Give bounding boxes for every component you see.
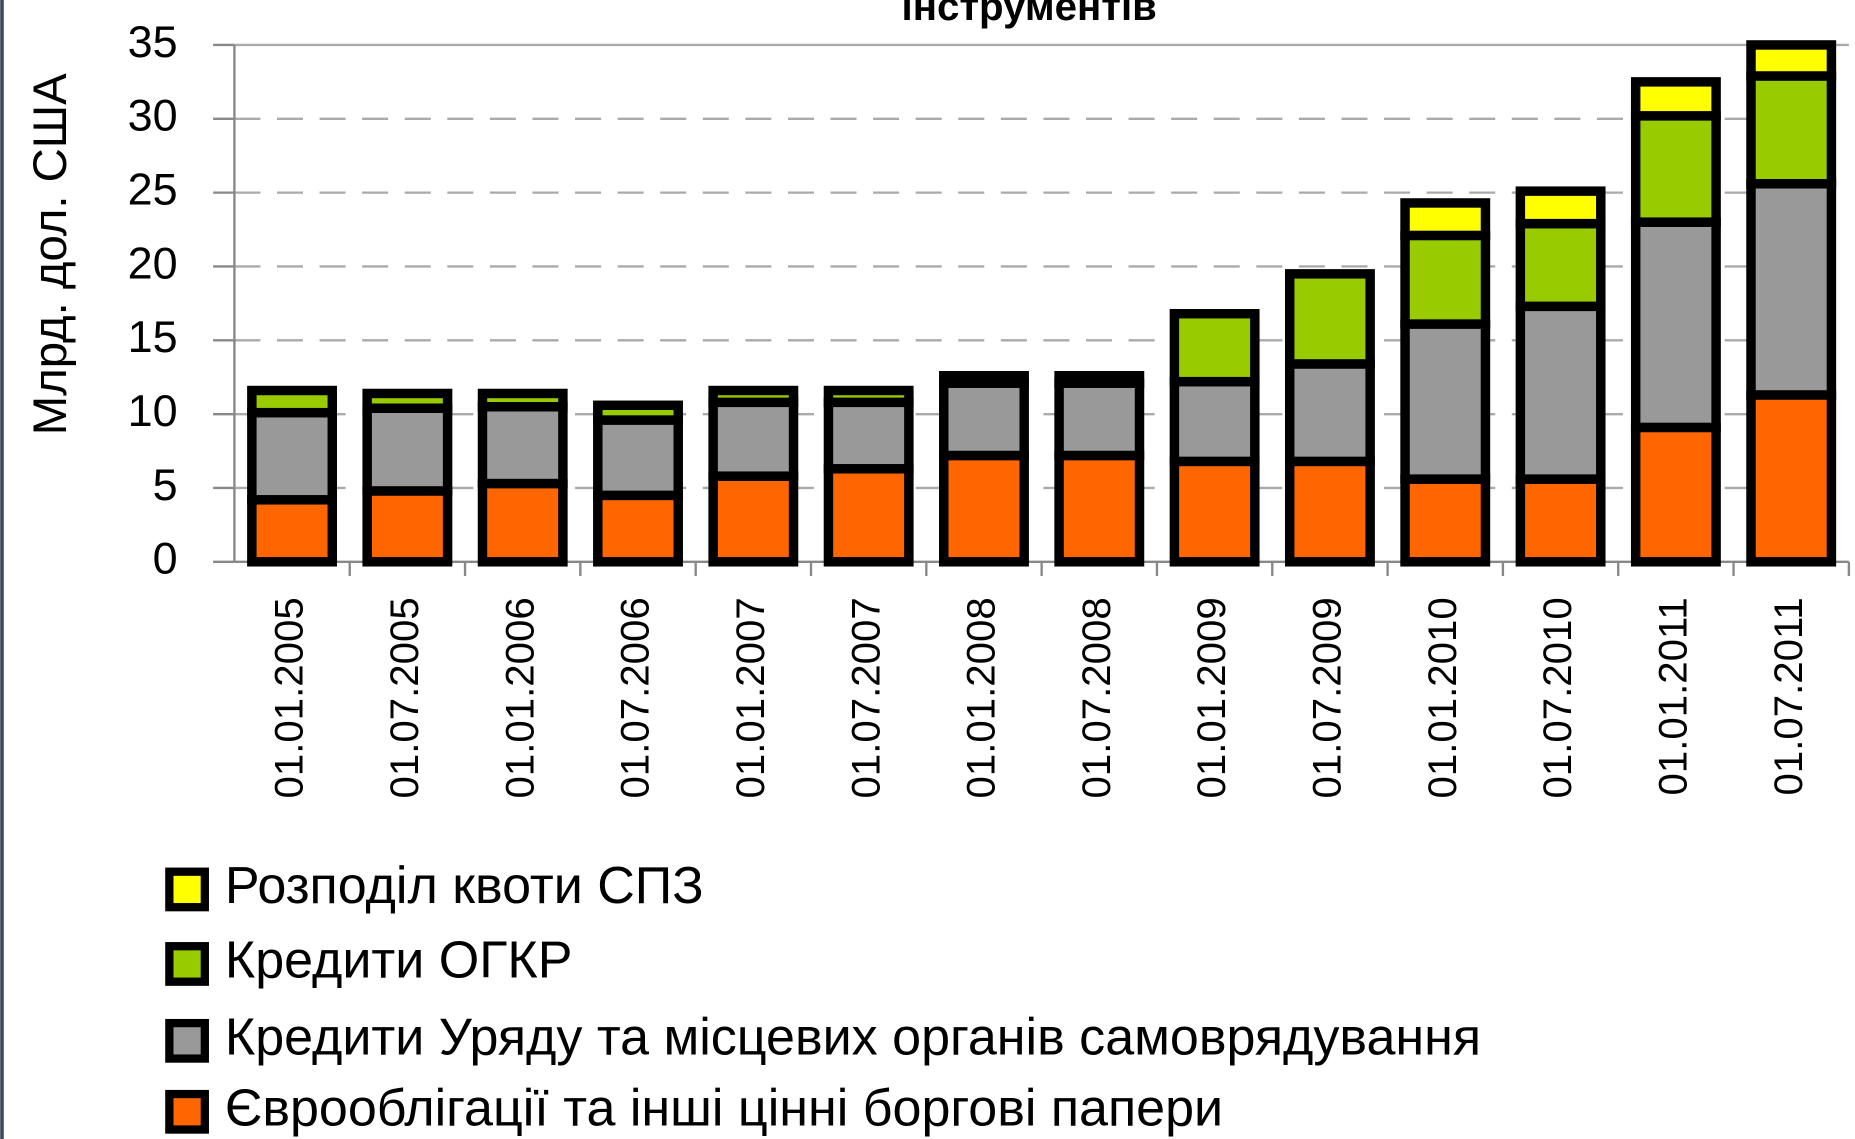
chart-title: інструментів xyxy=(902,0,1157,29)
bar-segment xyxy=(362,403,453,496)
y-tick-label: 0 xyxy=(153,533,178,584)
bar-segment xyxy=(939,378,1029,461)
x-tick-label: 01.07.2009 xyxy=(1305,597,1350,798)
bar-segment xyxy=(1630,217,1721,433)
x-tick-label: 01.07.2008 xyxy=(1074,597,1119,798)
x-tick-label: 01.01.2010 xyxy=(1420,597,1465,798)
bar-segment xyxy=(1284,359,1375,467)
bar-segment xyxy=(1400,474,1491,567)
bar-segment xyxy=(1515,186,1606,229)
y-tick-label: 20 xyxy=(128,237,178,288)
bar-segment xyxy=(1400,230,1491,329)
x-tick-label: 01.07.2011 xyxy=(1766,597,1811,795)
x-tick-label: 01.01.2008 xyxy=(959,597,1004,798)
bar-segment xyxy=(1169,308,1260,387)
bar-segment xyxy=(593,490,683,567)
bar-segment xyxy=(477,388,568,412)
x-tick-label: 01.01.2011 xyxy=(1651,597,1696,795)
bar-segment xyxy=(362,388,453,413)
x-tick-label: 01.07.2007 xyxy=(843,597,888,798)
x-tick-label: 01.07.2010 xyxy=(1535,597,1580,798)
bar-segment xyxy=(708,397,799,481)
bar-segment xyxy=(823,464,914,567)
bar-segment xyxy=(247,385,338,418)
bar-segment xyxy=(823,397,914,474)
bar-segment xyxy=(477,402,568,489)
bar-segment xyxy=(1746,40,1837,81)
x-tick-label: 01.01.2006 xyxy=(497,597,542,798)
x-tick-label: 01.07.2005 xyxy=(382,597,427,798)
bar-segment xyxy=(1284,456,1375,567)
bar-segment xyxy=(1169,376,1260,467)
bar-segment xyxy=(1054,371,1145,388)
x-tick-label: 01.01.2009 xyxy=(1189,597,1234,798)
bar-segment xyxy=(823,385,914,408)
x-tick-label: 01.01.2007 xyxy=(728,597,773,798)
bar-segment xyxy=(247,495,338,567)
left-edge xyxy=(0,0,4,1139)
bar-segment xyxy=(1630,422,1721,567)
bar-segment xyxy=(1515,218,1606,312)
bar-segment xyxy=(939,450,1029,567)
bar-segment xyxy=(1746,390,1837,567)
legend-swatch xyxy=(165,1018,209,1063)
y-tick-label: 30 xyxy=(128,90,178,141)
y-tick-label: 25 xyxy=(128,163,178,214)
legend-swatch xyxy=(165,1089,209,1134)
legend-swatch xyxy=(165,867,209,912)
bar-segment xyxy=(1746,179,1837,400)
bar-segment xyxy=(1054,450,1145,567)
bar-segment xyxy=(1746,71,1837,189)
legend-label: Кредити Уряду та місцевих органів самовр… xyxy=(225,1009,1481,1067)
bar-segment xyxy=(1515,474,1606,567)
bar-segment xyxy=(1054,378,1145,461)
y-tick-label: 35 xyxy=(128,16,178,67)
y-tick-label: 10 xyxy=(128,385,178,436)
y-tick-label: 15 xyxy=(128,311,178,362)
y-axis-label: Млрд. дол. США xyxy=(24,73,77,435)
bar-segment xyxy=(1169,456,1260,567)
x-tick-label: 01.01.2005 xyxy=(267,597,312,798)
bar-segment xyxy=(247,407,338,505)
legend-swatch xyxy=(165,942,209,986)
bar-segment xyxy=(1515,301,1606,484)
bar-segment xyxy=(708,385,799,408)
legend-label: Розподіл квоти СПЗ xyxy=(225,857,704,915)
x-tick-label: 01.07.2006 xyxy=(613,597,658,798)
bar-segment xyxy=(1284,269,1375,369)
bar-segment xyxy=(708,471,799,567)
bar-segment xyxy=(477,478,568,567)
bar-segment xyxy=(593,415,683,501)
legend-label: Кредити ОГКР xyxy=(225,932,572,990)
y-tick-label: 5 xyxy=(153,459,178,510)
bar-segment xyxy=(362,486,453,567)
bar-segment xyxy=(939,371,1029,388)
bar-segment xyxy=(1400,319,1491,484)
bar-segment xyxy=(1630,77,1721,121)
bar-segment xyxy=(593,400,683,425)
bar-segment xyxy=(1400,198,1491,241)
legend-label: Єврооблігації та інші цінні боргові папе… xyxy=(225,1080,1223,1138)
bar-segment xyxy=(1630,111,1721,227)
